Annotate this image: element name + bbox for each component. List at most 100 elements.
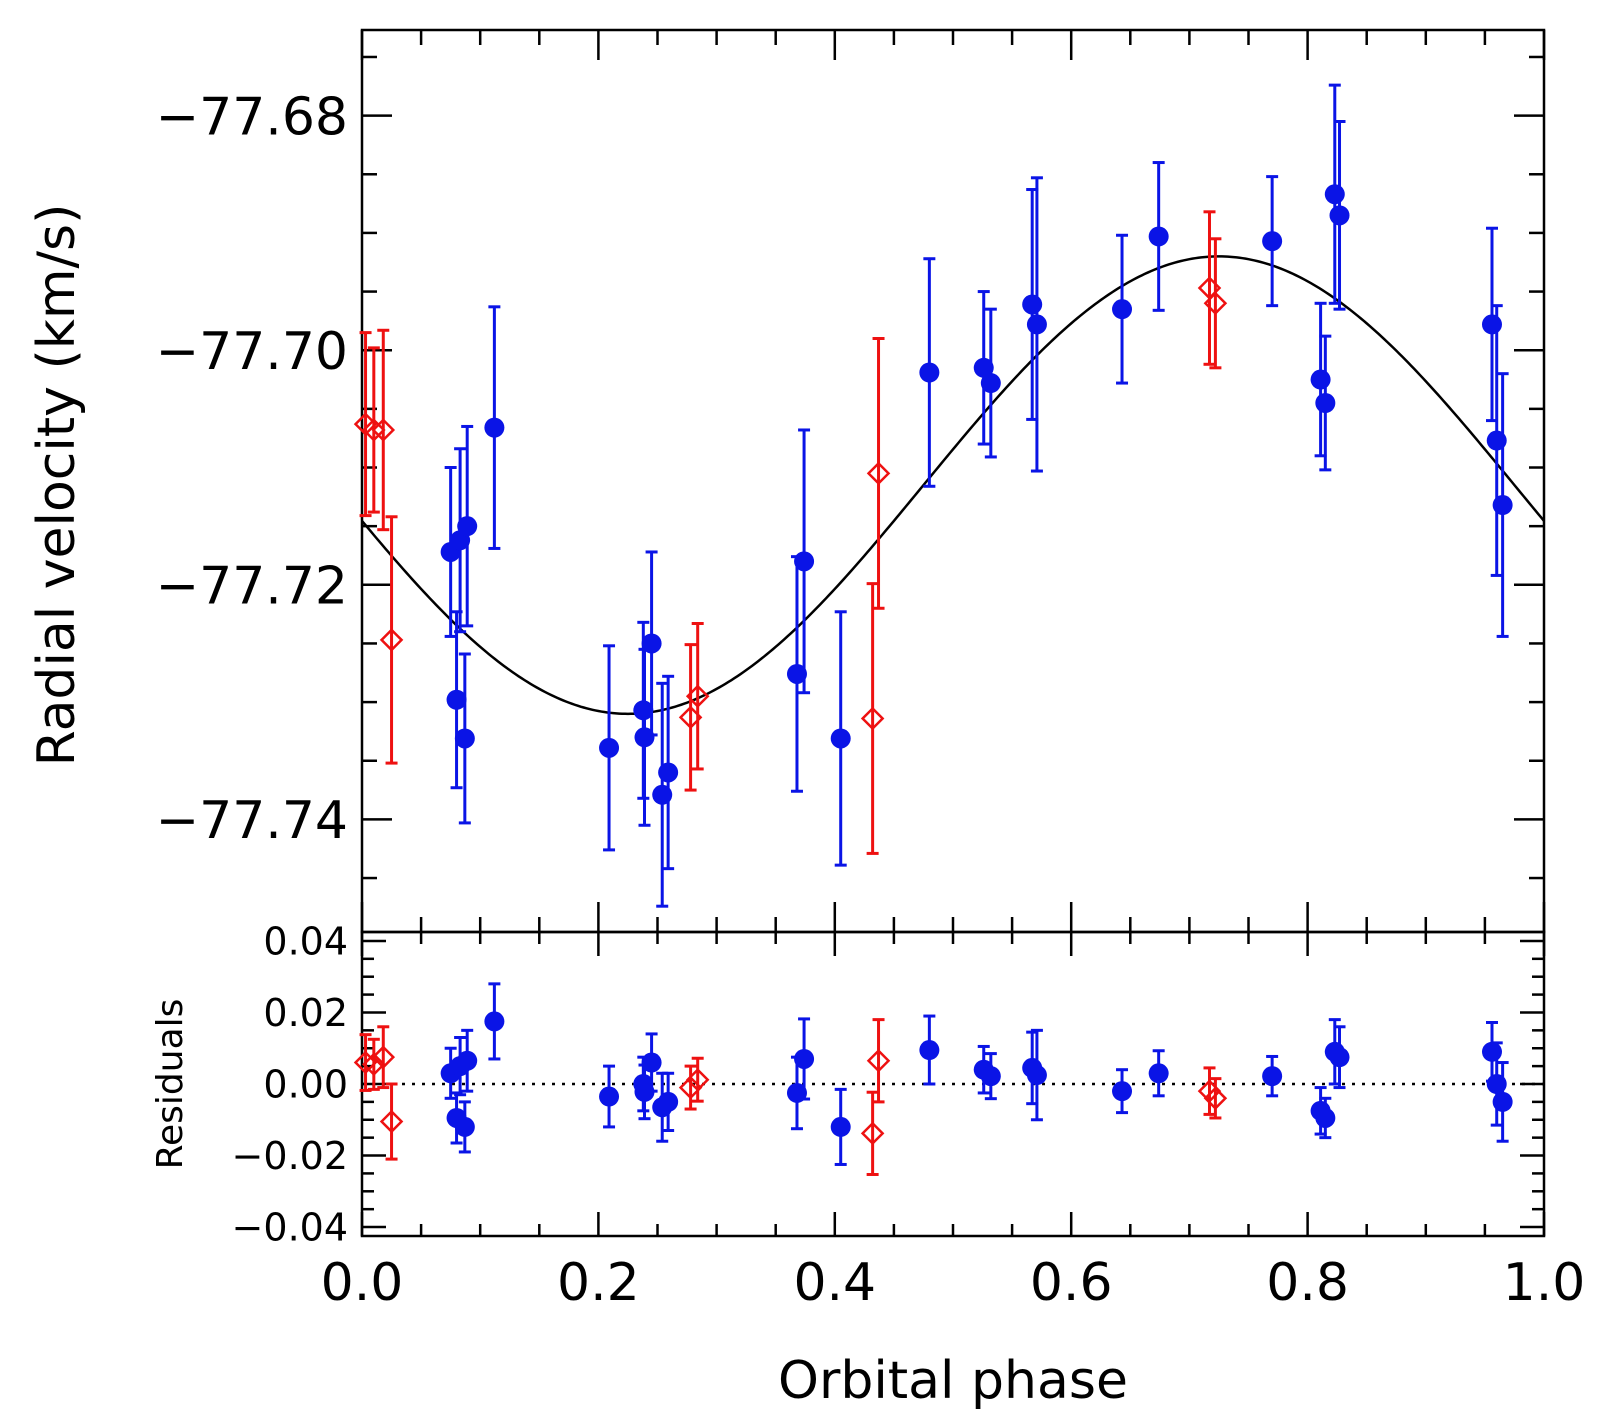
data-point-filled [1492,372,1513,638]
marker-circle [1148,1063,1169,1084]
y-tick-label: −77.74 [156,791,348,851]
data-point-filled [454,652,475,825]
marker-diamond [1203,291,1228,316]
marker-circle [1310,369,1331,390]
x-tick-label: 1.0 [1503,1253,1586,1313]
marker-circle [634,1081,655,1102]
data-point-diamond [362,1037,386,1091]
marker-circle [794,551,815,572]
data-point-diamond [371,328,396,532]
data-point-filled [973,290,994,446]
marker-circle [1112,1081,1133,1102]
data-point-filled [1148,1049,1169,1098]
marker-diamond [860,1121,885,1146]
data-point-diamond [1203,237,1228,370]
marker-circle [973,357,994,378]
marker-diamond [362,1052,386,1077]
data-point-filled [794,1017,815,1101]
y-tick-label: −0.04 [232,1206,348,1250]
y-tick-label: −77.68 [156,87,348,147]
marker-circle [980,373,1001,394]
bottom-panel-ticks: 0.04 0.02 0.00 −0.02 −0.040.0 0.2 0.4 0.6 0.8 1.0 [232,920,1586,1313]
marker-circle [1481,1041,1502,1062]
data-point-filled [1262,175,1283,308]
marker-circle [1026,1065,1047,1086]
data-point-filled [1310,301,1331,458]
marker-circle [1329,205,1350,226]
marker-circle [1315,1107,1336,1128]
data-point-filled [658,674,679,871]
marker-circle [457,516,478,537]
marker-circle [1329,1047,1350,1068]
marker-circle [794,1048,815,1069]
data-point-diamond [860,1090,885,1176]
data-point-filled [658,1071,679,1132]
data-point-diamond [379,1082,404,1161]
data-point-filled [1262,1054,1283,1098]
data-point-filled [1148,161,1169,312]
data-point-filled [457,424,478,628]
data-point-filled [599,1064,620,1129]
data-point-filled [1026,1028,1047,1122]
marker-circle [1492,495,1513,516]
data-point-filled [1492,1061,1513,1143]
data-point-filled [1112,233,1133,385]
top-y-axis-label: Radial velocity (km/s) [27,204,87,767]
marker-circle [641,633,662,654]
y-tick-label: −0.02 [232,1134,348,1178]
marker-circle [599,1086,620,1107]
x-tick-label: 0.8 [1266,1253,1349,1313]
marker-circle [634,727,655,748]
marker-circle [446,689,467,710]
data-point-filled [1022,188,1043,421]
marker-diamond [866,461,891,486]
data-point-diamond [685,622,710,771]
radial-velocity-panel: −77.68 −77.70 −77.72 −77.74 Radial velocity… [27,28,1546,934]
data-point-filled [599,644,620,852]
marker-circle [980,1066,1001,1087]
marker-circle [457,1050,478,1071]
marker-circle [641,1052,662,1073]
marker-circle [599,737,620,758]
marker-circle [1262,1066,1283,1087]
data-point-filled [1329,1025,1350,1090]
marker-circle [1148,226,1169,247]
data-point-diamond [1203,1077,1228,1120]
data-point-filled [454,1100,475,1154]
data-point-filled [919,1014,940,1086]
data-point-filled [1481,1020,1502,1083]
top-axis-frame [360,28,1546,934]
data-point-filled [1315,1096,1336,1140]
data-point-filled [919,257,940,488]
top-panel-ticks: −77.68 −77.70 −77.72 −77.74 [156,30,1546,932]
data-point-filled [980,307,1001,459]
marker-circle [830,1116,851,1137]
marker-circle [919,1040,940,1061]
marker-circle [484,1011,505,1032]
y-tick-label: −77.70 [156,322,348,382]
data-point-filled [457,1028,478,1093]
marker-diamond [371,1045,396,1069]
data-point-filled [980,1052,1001,1101]
data-point-filled [1329,119,1350,311]
data-point-filled [1481,226,1502,423]
data-point-filled [794,428,815,695]
marker-diamond [866,1048,891,1073]
marker-diamond [685,1067,710,1092]
data-point-diamond [371,1025,396,1090]
marker-diamond [379,1109,404,1134]
x-tick-label: 0.4 [793,1253,876,1313]
data-point-diamond [866,1018,891,1104]
marker-circle [919,362,940,383]
residuals-panel: 0.04 0.02 0.00 −0.02 −0.040.0 0.2 0.4 0.6 0.8 1.0… [150,920,1585,1411]
marker-circle [454,1116,475,1137]
x-axis-label: Orbital phase [778,1351,1128,1411]
y-tick-label: 0.04 [263,920,348,964]
marker-circle [1492,1091,1513,1112]
data-point-diamond [379,515,404,765]
marker-circle [484,417,505,438]
y-tick-label: −77.72 [156,557,348,617]
marker-diamond [371,418,396,442]
marker-circle [658,762,679,783]
data-point-diamond [866,336,891,610]
